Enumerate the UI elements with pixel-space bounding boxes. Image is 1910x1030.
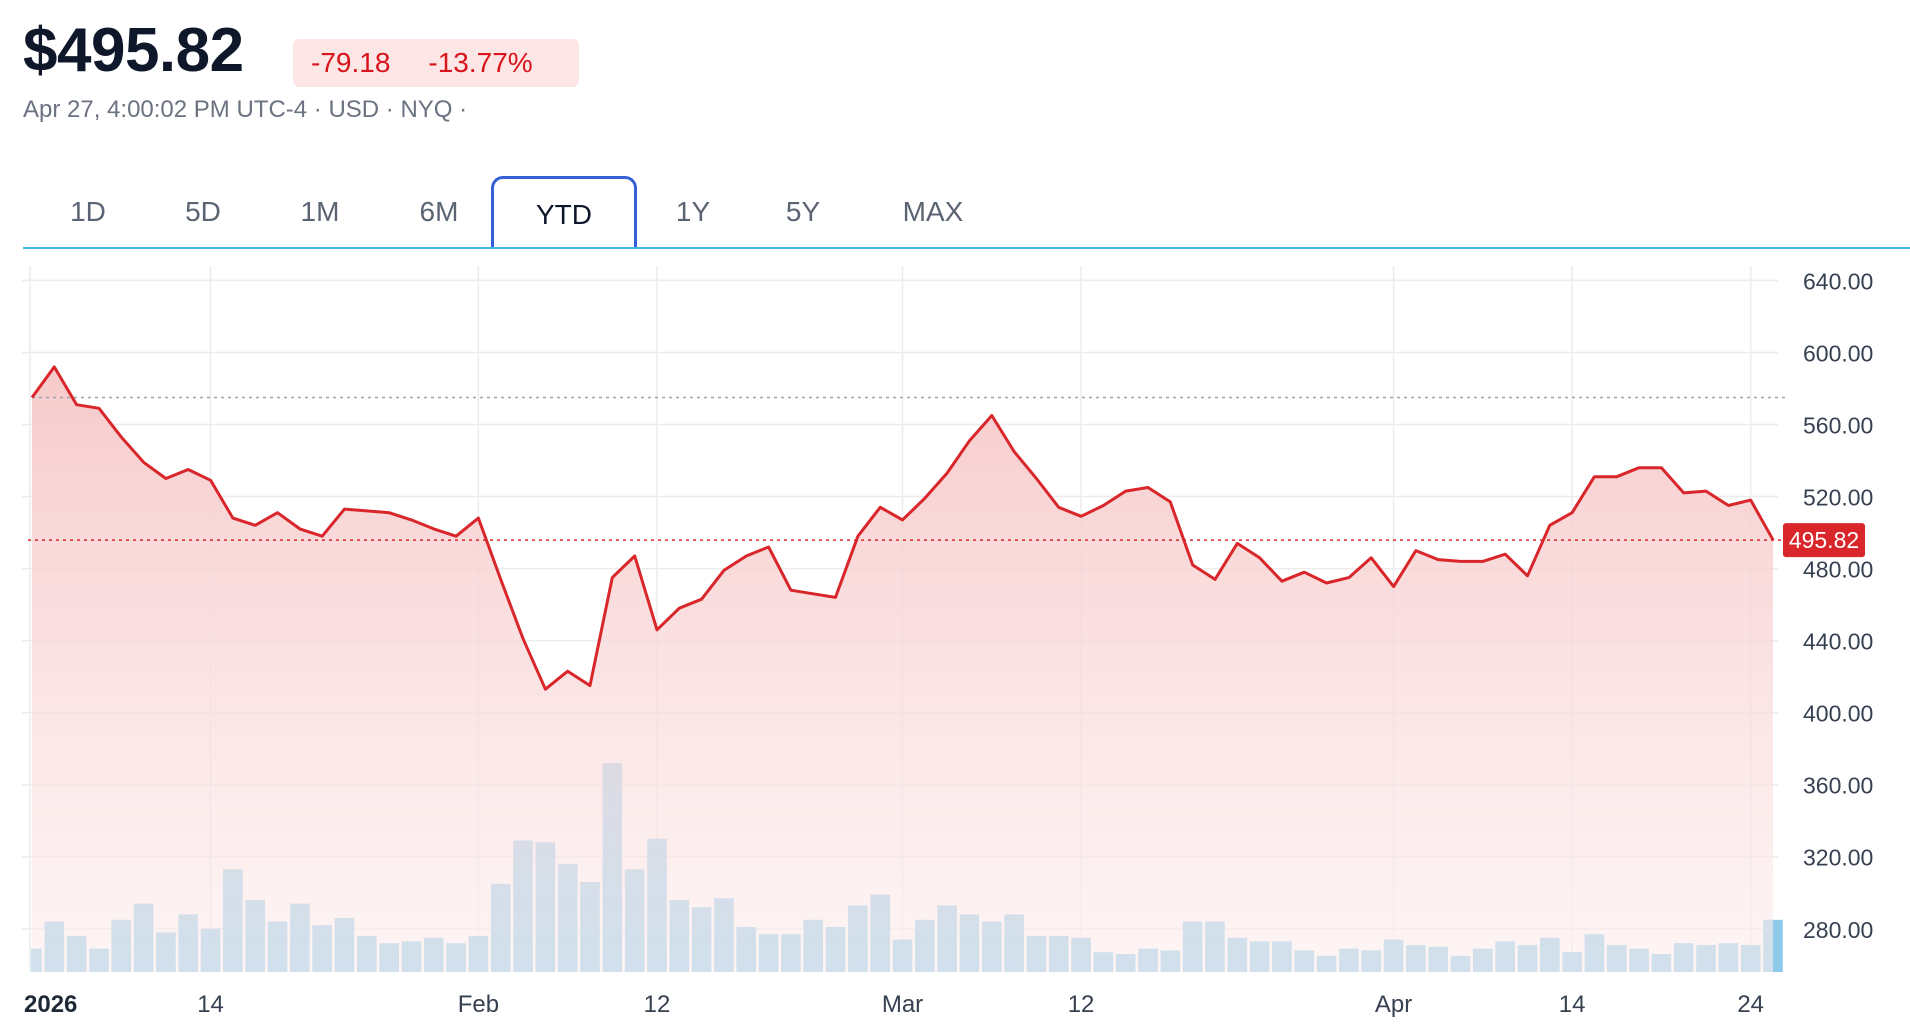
x-tick-label: 12 <box>1068 991 1095 1018</box>
y-tick-label: 560.00 <box>1803 412 1873 438</box>
y-tick-label: 480.00 <box>1803 557 1873 583</box>
y-axis: 640.00 600.00 560.00 520.00 480.00 440.00 400.… <box>1803 268 1873 942</box>
tab-1d[interactable]: 1D <box>70 196 106 227</box>
current-price-tag-bg <box>1783 523 1865 558</box>
y-tick-label: 600.00 <box>1803 340 1873 366</box>
current-price-tag: 495.82 <box>1783 523 1865 558</box>
x-tick-label: 12 <box>644 991 671 1018</box>
x-tick-label: 14 <box>1559 991 1586 1018</box>
change-badge: -79.18 -13.77% <box>293 39 579 87</box>
y-tick-label: 640.00 <box>1803 268 1873 294</box>
y-tick-label: 320.00 <box>1803 845 1873 871</box>
y-tick-label: 440.00 <box>1803 629 1873 655</box>
x-tick-label: Mar <box>882 991 923 1018</box>
price-area <box>32 366 1773 972</box>
x-axis: 2026 14 Feb 12 Mar 12 Apr 14 24 <box>24 991 1764 1018</box>
tab-5d[interactable]: 5D <box>185 196 221 227</box>
x-tick-label: Apr <box>1375 991 1412 1018</box>
x-tick-label: 2026 <box>24 991 77 1018</box>
price-change: -79.18 <box>311 47 391 78</box>
x-tick-label: 14 <box>197 991 224 1018</box>
tab-5y[interactable]: 5Y <box>785 196 821 227</box>
y-tick-label: 360.00 <box>1803 773 1873 799</box>
quote-meta: Apr 27, 4:00:02 PM UTC-4 · USD · NYQ · <box>23 96 468 123</box>
tab-max[interactable]: MAX <box>902 196 964 227</box>
tab-ytd[interactable]: YTD <box>491 176 637 248</box>
price-line <box>30 365 1775 691</box>
tab-1m[interactable]: 1M <box>300 196 340 227</box>
x-tick-label: 24 <box>1737 991 1764 1018</box>
current-price-tag-label: 495.82 <box>1789 527 1859 553</box>
price-chart[interactable]: 640.00 600.00 560.00 520.00 480.00 440.00 400.… <box>0 250 1910 1030</box>
x-tick-label: Feb <box>458 991 499 1018</box>
current-price: $495.82 <box>23 16 244 85</box>
range-tabs: 1D 5D 1M 6M YTD 1Y 5Y MAX <box>23 174 1910 248</box>
y-tick-label: 280.00 <box>1803 917 1873 943</box>
tab-1y[interactable]: 1Y <box>675 196 711 227</box>
tabs-divider <box>23 247 1910 249</box>
percent-change: -13.77% <box>428 47 533 78</box>
y-tick-label: 400.00 <box>1803 701 1873 727</box>
y-tick-label: 520.00 <box>1803 485 1873 511</box>
tab-6m[interactable]: 6M <box>419 196 459 227</box>
